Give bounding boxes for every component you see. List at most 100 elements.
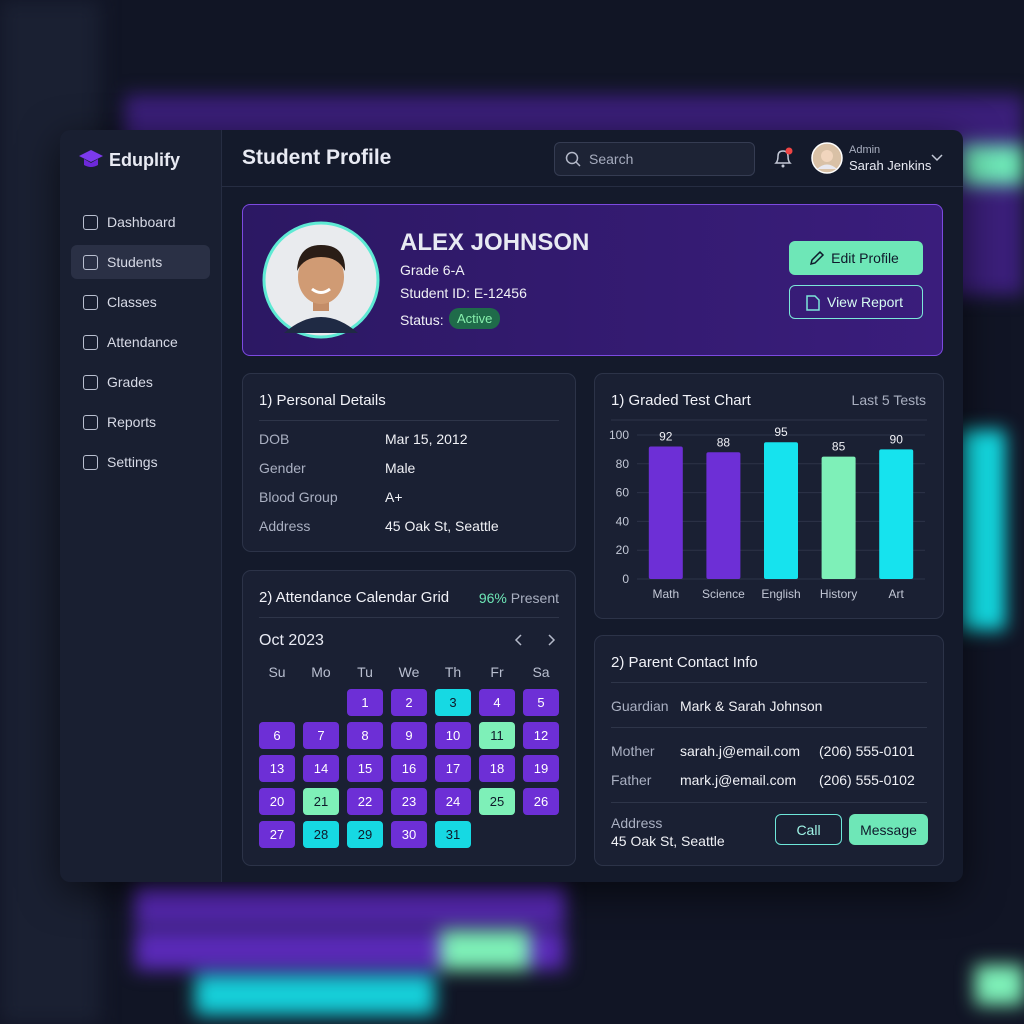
- nav-item[interactable]: Classes: [71, 285, 210, 319]
- calendar-day: 26: [523, 788, 559, 815]
- data-label: 85: [832, 440, 846, 454]
- weekday-label: Th: [444, 664, 462, 680]
- divider: [259, 617, 559, 618]
- edit-profile-button[interactable]: Edit Profile: [789, 241, 923, 275]
- nav-icon: [83, 415, 98, 430]
- nav-item[interactable]: Dashboard: [71, 205, 210, 239]
- detail-value: 45 Oak St, Seattle: [385, 518, 499, 534]
- contact-phone: (206) 555-0102: [819, 772, 915, 788]
- calendar-day: 18: [479, 755, 515, 782]
- prev-month[interactable]: [514, 634, 522, 646]
- app-window: Eduplify Dashboard Students Classes Attenda…: [60, 130, 963, 882]
- divider: [259, 420, 559, 421]
- x-tick-label: Science: [702, 587, 745, 601]
- notification-bell[interactable]: [772, 147, 794, 169]
- edit-profile-label: Edit Profile: [831, 250, 899, 266]
- parent-contact-panel: 2) Parent Contact Info Guardian Mark & S…: [594, 635, 944, 866]
- user-role: Admin: [849, 144, 881, 156]
- calendar-day: 25: [479, 788, 515, 815]
- divider: [611, 682, 927, 683]
- nav-label: Students: [107, 254, 163, 270]
- document-icon: [806, 295, 820, 311]
- nav-item[interactable]: Settings: [71, 445, 210, 479]
- present-label: Present: [510, 590, 559, 606]
- month-nav: [514, 634, 556, 646]
- search-icon: [565, 151, 581, 167]
- y-tick-label: 60: [616, 486, 630, 500]
- nav-icon: [83, 455, 98, 470]
- calendar-day: 31: [435, 821, 471, 848]
- nav-label: Dashboard: [107, 214, 176, 230]
- nav-item[interactable]: Reports: [71, 405, 210, 439]
- calendar-day: 13: [259, 755, 295, 782]
- brand-logo: [79, 150, 103, 167]
- panel-title: 1) Personal Details: [259, 392, 386, 409]
- view-report-button[interactable]: View Report: [789, 285, 923, 319]
- student-name: ALEX JOHNSON: [400, 229, 590, 256]
- panel-title: 2) Attendance Calendar Grid: [259, 589, 450, 606]
- contact-email: mark.j@email.com: [680, 772, 797, 788]
- bar: [706, 452, 741, 579]
- data-label: 88: [717, 435, 731, 449]
- message-button[interactable]: Message: [849, 814, 928, 845]
- contact-relation: Father: [611, 772, 652, 788]
- calendar-day: 29: [347, 821, 383, 848]
- y-tick-label: 40: [616, 514, 630, 528]
- profile-banner: ALEX JOHNSON Grade 6-A Student ID: E-124…: [242, 204, 943, 356]
- panel-title: 2) Parent Contact Info: [611, 654, 758, 671]
- calendar-day: 17: [435, 755, 471, 782]
- y-tick-label: 80: [616, 457, 630, 471]
- y-tick-label: 0: [622, 572, 629, 586]
- status-badge: Active: [449, 308, 501, 329]
- nav-icon: [83, 215, 98, 230]
- y-tick-label: 20: [616, 543, 630, 557]
- chart-subtitle: Last 5 Tests: [852, 392, 926, 408]
- view-report-label: View Report: [826, 294, 903, 310]
- calendar-day: 24: [435, 788, 471, 815]
- pencil-icon: [809, 250, 825, 266]
- call-button[interactable]: Call: [775, 814, 842, 845]
- user-name: Sarah Jenkins: [849, 158, 932, 173]
- calendar-day: 28: [303, 821, 339, 848]
- nav-item[interactable]: Students: [71, 245, 210, 279]
- calendar-day: 22: [347, 788, 383, 815]
- nav-item[interactable]: Attendance: [71, 325, 210, 359]
- brand-name: Eduplify: [109, 150, 180, 170]
- x-tick-label: English: [761, 587, 800, 601]
- status-label: Status:: [400, 312, 444, 328]
- student-grade: Grade 6-A: [400, 262, 465, 278]
- nav-item[interactable]: Grades: [71, 365, 210, 399]
- calendar-day: 12: [523, 722, 559, 749]
- calendar-day: 8: [347, 722, 383, 749]
- search-placeholder: Search: [589, 151, 634, 167]
- x-tick-label: History: [820, 587, 857, 601]
- user-menu-chevron[interactable]: [931, 154, 943, 162]
- sidebar: Eduplify Dashboard Students Classes Attenda…: [60, 130, 222, 882]
- nav-label: Grades: [107, 374, 153, 390]
- calendar-day: 15: [347, 755, 383, 782]
- search-box[interactable]: Search: [554, 142, 755, 176]
- nav-label: Reports: [107, 414, 157, 430]
- weekday-label: Tu: [357, 664, 373, 680]
- chart-title: 1) Graded Test Chart: [611, 392, 752, 409]
- user-avatar[interactable]: [811, 142, 843, 174]
- detail-label: Blood Group: [259, 489, 338, 505]
- detail-value: A+: [385, 489, 403, 505]
- address-label: Address: [611, 815, 663, 831]
- next-month[interactable]: [548, 634, 556, 646]
- nav-icon: [83, 255, 98, 270]
- calendar-day: 2: [391, 689, 427, 716]
- calendar-day: 27: [259, 821, 295, 848]
- contact-email: sarah.j@email.com: [680, 743, 801, 759]
- detail-label: Address: [259, 518, 311, 534]
- nav-label: Settings: [107, 454, 158, 470]
- top-bar: Student Profile Search Admin Sarah Jenki…: [221, 130, 963, 187]
- bar: [879, 449, 914, 579]
- calendar-day: 10: [435, 722, 471, 749]
- present-percent: 96%: [478, 590, 507, 606]
- weekday-label: Fr: [490, 664, 504, 680]
- attendance-summary: 96% Present: [479, 590, 559, 606]
- weekday-label: Su: [268, 664, 286, 680]
- calendar-day: 3: [435, 689, 471, 716]
